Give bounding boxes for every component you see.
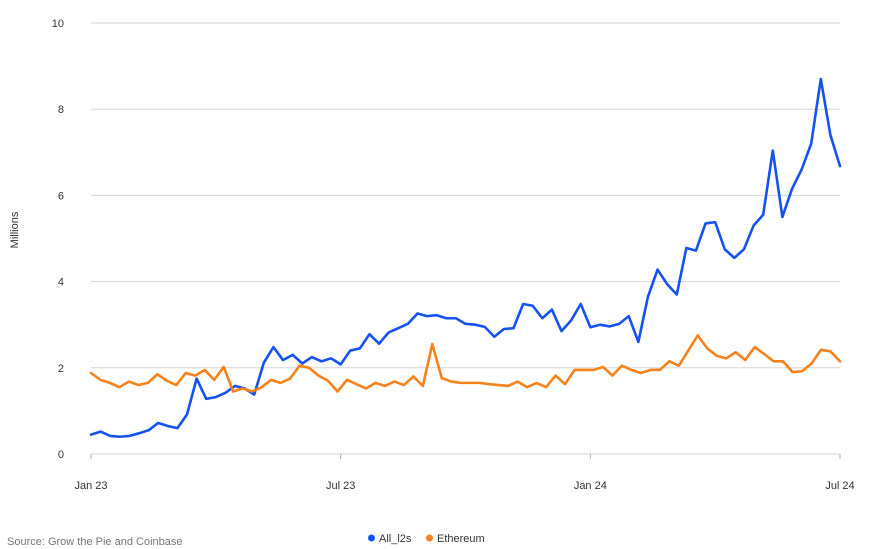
y-tick-label: 8	[58, 104, 64, 116]
x-tick-label: Jan 23	[74, 480, 107, 492]
y-tick-label: 10	[52, 18, 64, 30]
legend-label: All_l2s	[379, 533, 412, 545]
legend-label: Ethereum	[437, 533, 485, 545]
legend-marker	[368, 534, 375, 542]
y-axis-label: Millions	[9, 211, 21, 248]
y-axis-ticks: 0 2 4 6 8 10	[52, 18, 64, 461]
x-axis-ticks: Jan 23 Jul 23 Jan 24 Jul 24	[74, 454, 855, 492]
x-tick-label: Jul 23	[326, 480, 355, 492]
x-tick-label: Jul 24	[825, 480, 854, 492]
y-tick-label: 4	[58, 277, 64, 289]
grid-lines	[91, 22, 840, 455]
legend: All_l2s Ethereum	[368, 533, 485, 545]
y-tick-label: 2	[58, 363, 64, 375]
y-tick-label: 0	[58, 449, 64, 461]
series-lines	[89, 77, 842, 439]
x-tick-label: Jan 24	[574, 480, 607, 492]
series-line-all-l2s	[89, 77, 842, 439]
legend-marker	[426, 534, 433, 542]
y-tick-label: 6	[58, 190, 64, 202]
series-line-ethereum	[89, 334, 842, 393]
source-note: Source: Grow the Pie and Coinbase	[7, 536, 183, 548]
